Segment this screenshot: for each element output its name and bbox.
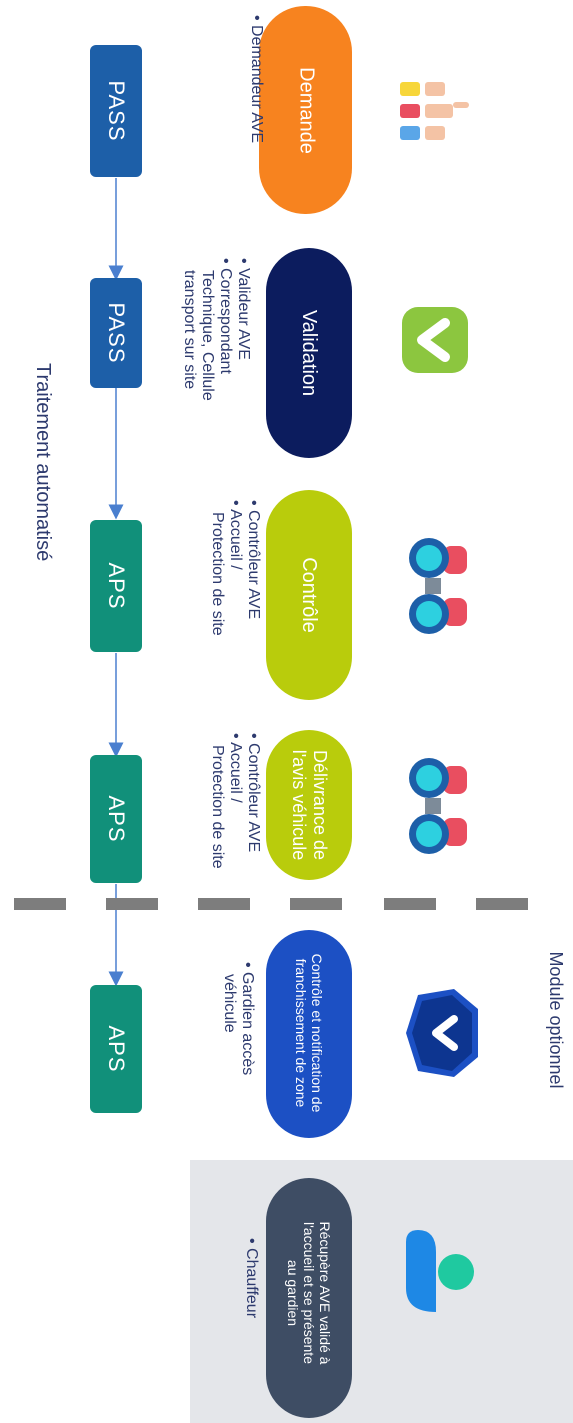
aps-box-2-label: APS [104,795,129,843]
stage-demande-roles: Demandeur AVE [239,15,265,195]
stage-validation-label: Validation [298,309,321,397]
stage-recupere-roles: Chauffeur [238,1238,260,1348]
checkmark-icon [400,305,470,375]
aps-box-1 [90,520,142,652]
binoculars-icon [405,538,475,634]
pass-box-1 [90,45,142,177]
stage-recupere-label: Récupère AVE validé à l'accueil et se pr… [284,1221,334,1365]
stage-demande-label: Demande [295,67,318,154]
pass-box-1-label: PASS [104,80,129,142]
aps-box-2 [90,755,142,883]
stage-delivrance-pill [266,730,352,880]
hands-icon [395,74,475,154]
stage-validation-pill [266,248,352,458]
stage-recupere-pill [266,1178,352,1418]
shield-check-icon [398,985,482,1081]
pass-box-2-label: PASS [104,302,129,364]
traitement-label: Traitement automatisé [32,363,54,562]
binoculars-icon-2 [405,758,475,854]
aps-box-1-label: APS [104,562,129,610]
stage-controle-pill [266,490,352,700]
stage-delivrance-roles: Contrôleur AVE Accueil / Protection de s… [208,733,262,913]
stage-demande-pill [259,6,352,214]
pass-box-2 [90,278,142,388]
user-bubble-icon [402,1228,478,1312]
stage-controle-roles: Contrôleur AVE Accueil / Protection de s… [208,500,262,680]
stage-notification-roles: Gardien accès véhicule [220,962,256,1082]
aps-box-3 [90,985,142,1113]
stage-notification-pill [266,930,352,1138]
stage-validation-roles: Valideur AVE Correspondant Technique, Ce… [180,258,252,428]
stage-delivrance-label: Délivrance de l'avis véhicule [289,749,330,861]
stage-controle-label: Contrôle [298,557,321,633]
module-optionnel-label: Module optionnel [546,951,566,1089]
stage-notification-label: Contrôle et notification de franchisseme… [293,953,326,1113]
aps-box-3-label: APS [104,1025,129,1073]
